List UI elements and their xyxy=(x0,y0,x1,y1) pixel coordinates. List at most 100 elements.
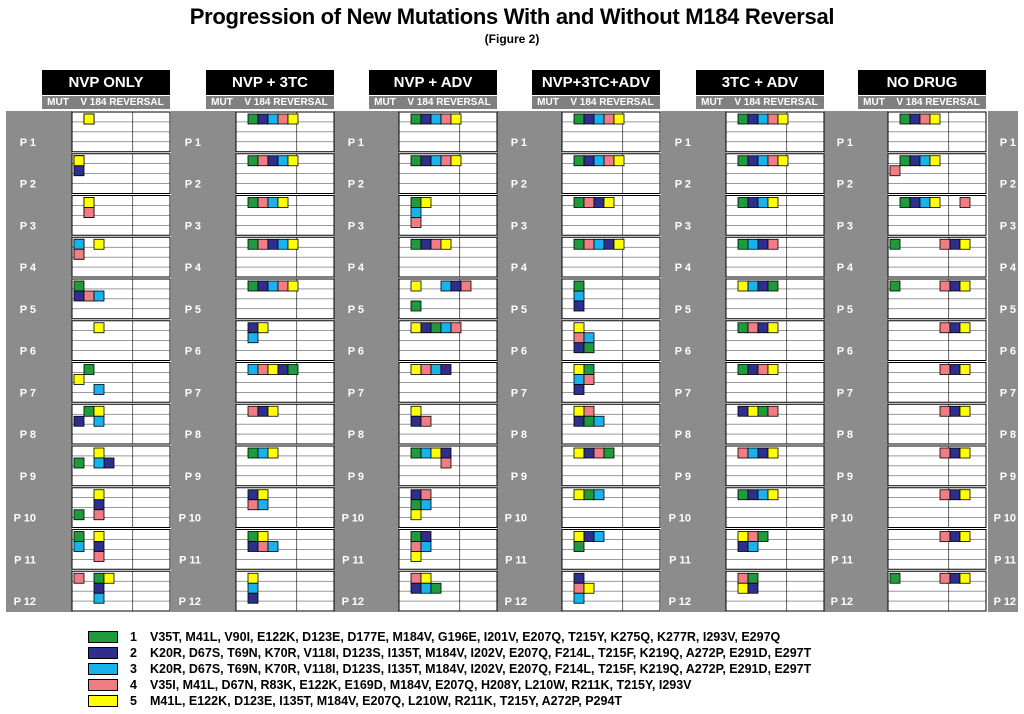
mutation-box-3 xyxy=(593,415,605,427)
mutation-box-5 xyxy=(767,364,779,375)
panel-header-1: NVP + 3TC xyxy=(206,70,334,95)
mutation-box-2 xyxy=(103,457,115,469)
mutation-box-4 xyxy=(410,572,422,584)
patient-label: P 5 xyxy=(675,304,691,316)
mutation-box-1 xyxy=(737,238,749,250)
mut-label: MUT xyxy=(47,97,69,108)
mutation-box-3 xyxy=(247,582,259,594)
mutation-box-1 xyxy=(410,447,422,459)
patient-label: P 2 xyxy=(20,179,36,191)
mutation-box-3 xyxy=(593,238,605,250)
mutation-box-5 xyxy=(267,405,279,417)
mutation-box-1 xyxy=(247,197,259,208)
panel-header-0: NVP ONLY xyxy=(42,70,170,95)
mutation-box-5 xyxy=(613,155,625,167)
panel-subheader-0: MUT V 184 REVERSAL xyxy=(42,96,170,109)
mutation-box-5 xyxy=(583,582,595,594)
mutation-box-1 xyxy=(737,489,749,501)
mutation-box-2 xyxy=(573,342,585,354)
mutation-box-2 xyxy=(583,447,595,459)
mutation-box-3 xyxy=(593,489,605,501)
mutation-box-4 xyxy=(440,155,452,167)
patient-label: P 3 xyxy=(675,220,691,232)
mutation-box-2 xyxy=(93,541,105,552)
mutation-box-4 xyxy=(747,322,759,334)
patient-label: P 9 xyxy=(1000,471,1016,483)
mutation-box-1 xyxy=(899,155,911,167)
mutation-box-5 xyxy=(83,197,95,208)
mutation-box-4 xyxy=(420,415,432,427)
mutation-box-1 xyxy=(573,197,585,208)
patient-label: P 5 xyxy=(185,304,201,316)
mutation-box-5 xyxy=(430,447,442,459)
chart-title: Progression of New Mutations With and Wi… xyxy=(189,4,835,29)
mutation-box-4 xyxy=(603,155,615,167)
mutation-box-5 xyxy=(573,531,585,542)
patient-label: P 11 xyxy=(342,554,364,566)
mutation-box-4 xyxy=(450,322,462,334)
mutation-box-2 xyxy=(440,447,452,459)
mutation-box-1 xyxy=(603,447,615,459)
mutation-box-1 xyxy=(583,364,595,375)
patient-label: P 2 xyxy=(185,179,201,191)
mutation-box-1 xyxy=(889,572,901,584)
panel-subheader-3: MUT V 184 REVERSAL xyxy=(532,96,660,109)
mutation-box-5 xyxy=(767,197,779,208)
mutation-box-5 xyxy=(103,572,115,584)
patient-label: P 1 xyxy=(348,137,364,149)
mutation-box-4 xyxy=(257,155,269,167)
mutation-box-3 xyxy=(757,155,769,167)
patient-label: P 3 xyxy=(511,220,527,232)
patient-label: P 4 xyxy=(1000,262,1017,274)
mutation-box-2 xyxy=(949,531,961,542)
mutation-box-4 xyxy=(73,248,85,260)
mutation-box-3 xyxy=(440,322,452,334)
mutation-box-1 xyxy=(757,405,769,417)
legend-swatch-4 xyxy=(88,679,118,691)
mutation-box-5 xyxy=(767,322,779,334)
mutation-box-2 xyxy=(747,113,759,125)
patient-label: P 2 xyxy=(837,179,853,191)
mutation-box-4 xyxy=(247,499,259,511)
mutation-box-5 xyxy=(929,197,941,208)
mutation-box-4 xyxy=(73,572,85,584)
mutation-box-5 xyxy=(420,572,432,584)
mutation-box-3 xyxy=(430,364,442,375)
patient-label: P 11 xyxy=(669,554,691,566)
mutation-box-2 xyxy=(410,415,422,427)
mutation-box-2 xyxy=(573,572,585,584)
mutation-box-2 xyxy=(420,238,432,250)
mutation-box-5 xyxy=(73,155,85,167)
patient-label: P 1 xyxy=(1000,137,1016,149)
mutation-box-4 xyxy=(939,572,951,584)
mutation-box-2 xyxy=(757,238,769,250)
mut-column xyxy=(369,111,399,612)
mutation-box-5 xyxy=(93,322,105,334)
mutation-box-2 xyxy=(573,384,585,395)
mutation-box-3 xyxy=(93,415,105,427)
mutation-box-5 xyxy=(613,113,625,125)
panel-header-2: NVP + ADV xyxy=(369,70,497,95)
patient-label: P 10 xyxy=(669,513,691,525)
mutation-box-2 xyxy=(573,415,585,427)
legend-label-3: K20R, D67S, T69N, K70R, V118I, D123S, I1… xyxy=(150,662,812,676)
mutation-box-5 xyxy=(959,531,971,542)
mutation-box-4 xyxy=(277,280,289,292)
row-label-strip-2 xyxy=(334,111,369,612)
patient-label: P 8 xyxy=(675,429,691,441)
patient-label: P 1 xyxy=(837,137,853,149)
mutation-box-4 xyxy=(737,572,749,584)
mut-column xyxy=(696,111,726,612)
mutation-box-4 xyxy=(573,582,585,594)
mutation-box-5 xyxy=(777,113,789,125)
mutation-box-5 xyxy=(929,155,941,167)
mutation-box-3 xyxy=(747,447,759,459)
mutation-box-3 xyxy=(93,592,105,604)
mutation-box-1 xyxy=(410,531,422,542)
reversal-label: V 184 REVERSAL xyxy=(80,97,164,108)
patient-label: P 6 xyxy=(185,346,201,358)
mutation-box-3 xyxy=(420,582,432,594)
mutation-box-4 xyxy=(603,113,615,125)
mutation-box-5 xyxy=(287,238,299,250)
reversal-label: V 184 REVERSAL xyxy=(570,97,654,108)
